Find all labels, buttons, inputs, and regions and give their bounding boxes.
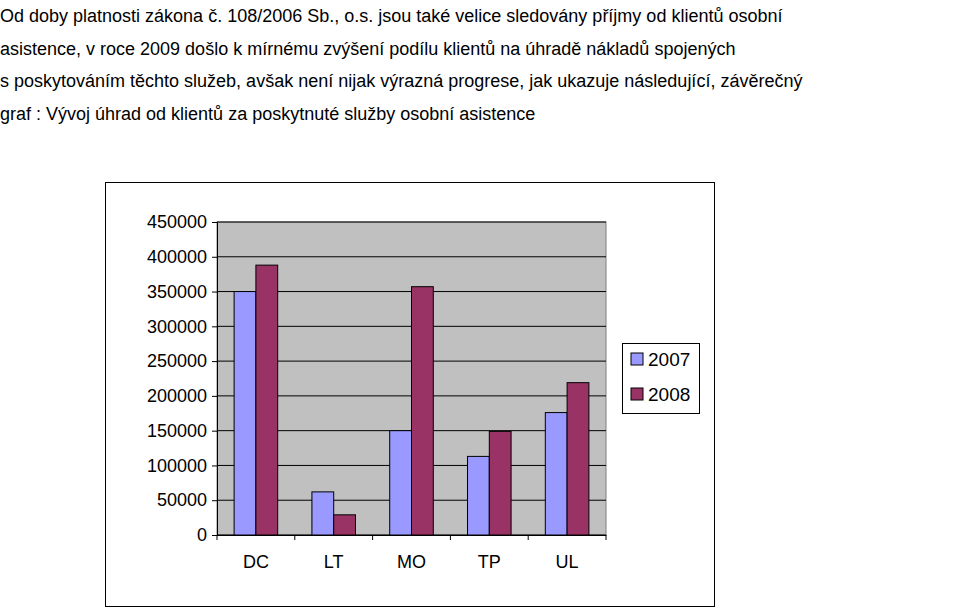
bar bbox=[545, 413, 567, 535]
x-tick: LT bbox=[324, 535, 344, 572]
y-tick-mark bbox=[212, 465, 217, 466]
y-tick-label: 250000 bbox=[147, 351, 207, 371]
y-tick: 50000 bbox=[157, 490, 217, 510]
x-separator bbox=[372, 535, 373, 540]
bar bbox=[390, 431, 412, 535]
grid-line bbox=[217, 256, 606, 257]
bar bbox=[234, 292, 256, 535]
y-tick-label: 350000 bbox=[147, 282, 207, 302]
y-tick: 400000 bbox=[147, 247, 217, 267]
x-tick-label: MO bbox=[397, 552, 426, 572]
x-separator bbox=[450, 535, 451, 540]
chart-frame bbox=[106, 183, 715, 607]
chart: 0 50000 100000 150000 200000 250000 300000 3500… bbox=[0, 0, 959, 609]
x-tick: MO bbox=[397, 535, 426, 572]
y-tick: 200000 bbox=[147, 386, 217, 406]
x-tick-label: TP bbox=[478, 552, 501, 572]
legend: 2007 2008 bbox=[623, 344, 700, 414]
x-separator bbox=[217, 535, 218, 540]
bar bbox=[312, 492, 334, 535]
legend-swatch bbox=[631, 388, 643, 400]
y-tick-mark bbox=[212, 396, 217, 397]
y-tick-mark bbox=[212, 257, 217, 258]
y-axis-line bbox=[212, 223, 218, 536]
y-tick-mark bbox=[212, 222, 217, 223]
y-tick: 300000 bbox=[147, 317, 217, 337]
x-axis: DC LT MO TP UL bbox=[218, 535, 607, 572]
y-tick-label: 200000 bbox=[147, 386, 207, 406]
x-tick-label: DC bbox=[243, 552, 269, 572]
y-tick: 350000 bbox=[147, 282, 217, 302]
y-tick-label: 150000 bbox=[147, 421, 207, 441]
x-tick: TP bbox=[478, 535, 501, 572]
y-tick-label: 450000 bbox=[147, 212, 207, 232]
bar bbox=[256, 265, 278, 535]
y-tick: 150000 bbox=[147, 421, 217, 441]
bars bbox=[234, 265, 589, 535]
bar bbox=[567, 383, 589, 535]
paragraph-line: s poskytováním těchto služeb, avšak není… bbox=[0, 65, 959, 98]
y-tick-mark bbox=[212, 326, 217, 327]
x-tick-label: LT bbox=[324, 552, 344, 572]
y-tick-label: 300000 bbox=[147, 317, 207, 337]
y-tick: 450000 bbox=[147, 212, 217, 232]
x-separator bbox=[528, 535, 529, 540]
y-tick-mark bbox=[212, 292, 217, 293]
y-tick: 0 bbox=[197, 525, 217, 545]
y-tick-label: 100000 bbox=[147, 456, 207, 476]
y-tick-label: 50000 bbox=[157, 490, 207, 510]
legend-swatch bbox=[631, 353, 643, 365]
x-axis-line bbox=[218, 535, 607, 536]
y-tick-mark bbox=[212, 431, 217, 432]
plot-area bbox=[217, 222, 606, 535]
grid-line bbox=[217, 222, 606, 223]
x-separator bbox=[606, 535, 607, 540]
bar bbox=[468, 456, 490, 535]
legend-label: 2008 bbox=[648, 384, 690, 405]
x-tick-label: UL bbox=[556, 552, 579, 572]
legend-box bbox=[623, 344, 700, 414]
y-tick-label: 400000 bbox=[147, 247, 207, 267]
y-axis: 0 50000 100000 150000 200000 250000 300000 3500… bbox=[147, 212, 218, 545]
x-separator bbox=[294, 535, 295, 540]
y-tick-label: 0 bbox=[197, 525, 207, 545]
paragraph-line: Od doby platnosti zákona č. 108/2006 Sb.… bbox=[0, 0, 959, 33]
bar bbox=[334, 515, 356, 535]
legend-label: 2007 bbox=[648, 349, 690, 370]
x-tick: DC bbox=[243, 535, 269, 572]
y-tick-mark bbox=[212, 535, 217, 536]
x-tick: UL bbox=[556, 535, 579, 572]
y-tick: 250000 bbox=[147, 351, 217, 371]
bar bbox=[489, 431, 511, 535]
y-tick-mark bbox=[212, 500, 217, 501]
y-tick-mark bbox=[212, 361, 217, 362]
y-tick: 100000 bbox=[147, 456, 217, 476]
bar bbox=[412, 287, 434, 535]
paragraph-line: graf : Vývoj úhrad od klientů za poskytn… bbox=[0, 98, 959, 131]
paragraph-line: asistence, v roce 2009 došlo k mírnému z… bbox=[0, 33, 959, 66]
